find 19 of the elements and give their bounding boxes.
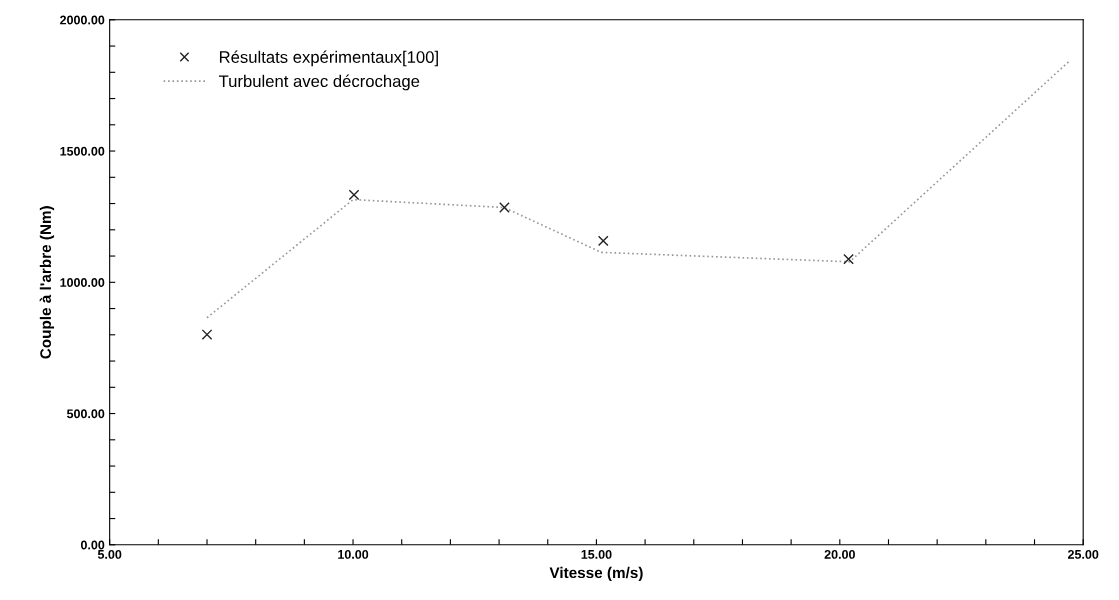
legend-label: Turbulent avec décrochage (218, 74, 420, 91)
y-axis-title: Couple à l'arbre (Nm) (39, 206, 55, 359)
legend-label: Résultats expérimentaux[100] (219, 50, 438, 67)
x-tick-label: 15.00 (581, 549, 612, 559)
point (597, 235, 609, 247)
y-tick-label: 1500.00 (60, 146, 105, 156)
x-tick-label: 5.00 (97, 549, 122, 559)
y-tick-label: 500.00 (66, 409, 105, 419)
y-tick-label: 0.00 (80, 540, 105, 550)
point (348, 189, 360, 201)
x-tick-label: 20.00 (824, 549, 855, 559)
y-tick-label: 1000.00 (60, 278, 105, 287)
x-axis-title: Vitesse (m/s) (549, 566, 643, 582)
point (201, 329, 213, 340)
x-tick-label: 10.00 (338, 549, 369, 559)
point (499, 202, 510, 213)
y-tick-label: 2000.00 (60, 15, 105, 25)
x-tick-label: 25.00 (1067, 549, 1099, 559)
point (843, 253, 854, 265)
